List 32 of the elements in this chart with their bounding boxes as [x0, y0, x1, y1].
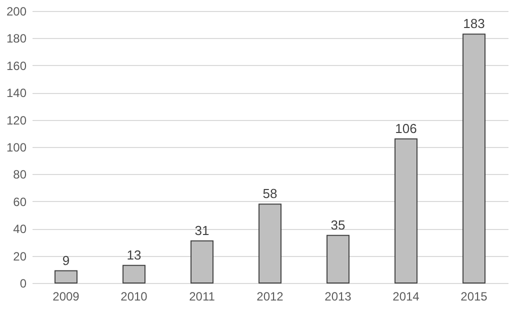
- x-tick-label: 2014: [392, 290, 420, 304]
- bar: [122, 264, 146, 284]
- data-label: 35: [330, 217, 346, 232]
- x-tick-label: 2009: [52, 290, 80, 304]
- x-tick-label: 2012: [256, 290, 284, 304]
- data-label: 31: [194, 222, 210, 238]
- data-label: 183: [463, 16, 485, 32]
- bar: [462, 34, 486, 284]
- data-label: 58: [262, 186, 278, 202]
- y-tick-label: 160: [6, 58, 27, 73]
- y-tick-label: 20: [13, 249, 27, 264]
- x-tick-label: 2013: [324, 290, 352, 304]
- y-tick-label: 120: [6, 113, 27, 128]
- bar: [258, 204, 282, 284]
- x-tick-label: 2010: [120, 290, 148, 304]
- data-label: 9: [62, 252, 70, 268]
- bar: [54, 270, 78, 284]
- y-tick-label: 60: [13, 194, 27, 209]
- x-tick-label: 2015: [460, 290, 488, 304]
- data-label: 106: [395, 120, 417, 136]
- bar: [190, 240, 214, 284]
- y-tick-label: 100: [6, 140, 27, 154]
- y-tick-label: 0: [20, 276, 27, 290]
- bar: [394, 138, 418, 284]
- data-label: 13: [126, 247, 142, 262]
- y-tick-label: 80: [13, 168, 27, 182]
- x-tick-label: 2011: [189, 290, 216, 304]
- y-tick-label: 200: [6, 4, 27, 18]
- bar: [326, 234, 350, 284]
- y-tick-label: 40: [13, 222, 27, 236]
- y-tick-label: 180: [6, 32, 27, 46]
- y-tick-label: 140: [6, 86, 27, 100]
